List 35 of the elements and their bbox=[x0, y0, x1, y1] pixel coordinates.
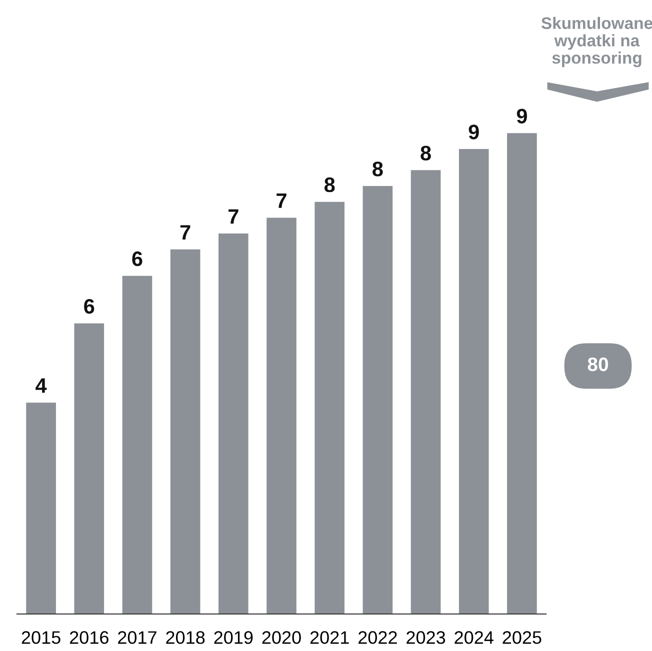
x-tick-label: 2019 bbox=[214, 631, 253, 644]
text: Skumulowane wydatki na sponsoring bbox=[541, 16, 652, 68]
bar bbox=[122, 276, 152, 614]
data-label: 6 bbox=[84, 298, 94, 314]
bar bbox=[410, 170, 441, 614]
text: 80 bbox=[588, 357, 608, 372]
data-label: 6 bbox=[132, 251, 142, 266]
x-tick-label: 2015 bbox=[22, 631, 60, 644]
data-label: 8 bbox=[420, 146, 431, 160]
x-tick-label: 2025 bbox=[502, 631, 542, 644]
bar bbox=[218, 234, 248, 614]
bar bbox=[266, 218, 296, 614]
data-label: 9 bbox=[468, 124, 479, 140]
bar bbox=[26, 402, 56, 614]
data-label: 8 bbox=[372, 162, 383, 176]
data-label: 8 bbox=[324, 177, 335, 192]
bar bbox=[170, 249, 200, 614]
data-label: 7 bbox=[180, 225, 190, 240]
bar bbox=[458, 149, 489, 614]
data-label: 7 bbox=[228, 209, 238, 224]
x-tick-label: 2022 bbox=[358, 631, 397, 644]
x-tick-label: 2024 bbox=[454, 631, 494, 644]
x-tick-label: 2020 bbox=[262, 631, 301, 644]
bar bbox=[314, 202, 344, 614]
data-label: 4 bbox=[36, 378, 47, 393]
x-tick-label: 2018 bbox=[166, 631, 205, 644]
bar bbox=[362, 186, 393, 614]
x-tick-label: 2021 bbox=[310, 631, 349, 644]
data-label: 9 bbox=[516, 108, 527, 124]
bar bbox=[507, 133, 537, 614]
data-label: 7 bbox=[276, 194, 286, 208]
x-tick-label: 2017 bbox=[118, 631, 156, 644]
bar bbox=[74, 323, 104, 614]
x-tick-label: 2016 bbox=[70, 631, 108, 644]
x-tick-label: 2023 bbox=[406, 631, 446, 644]
